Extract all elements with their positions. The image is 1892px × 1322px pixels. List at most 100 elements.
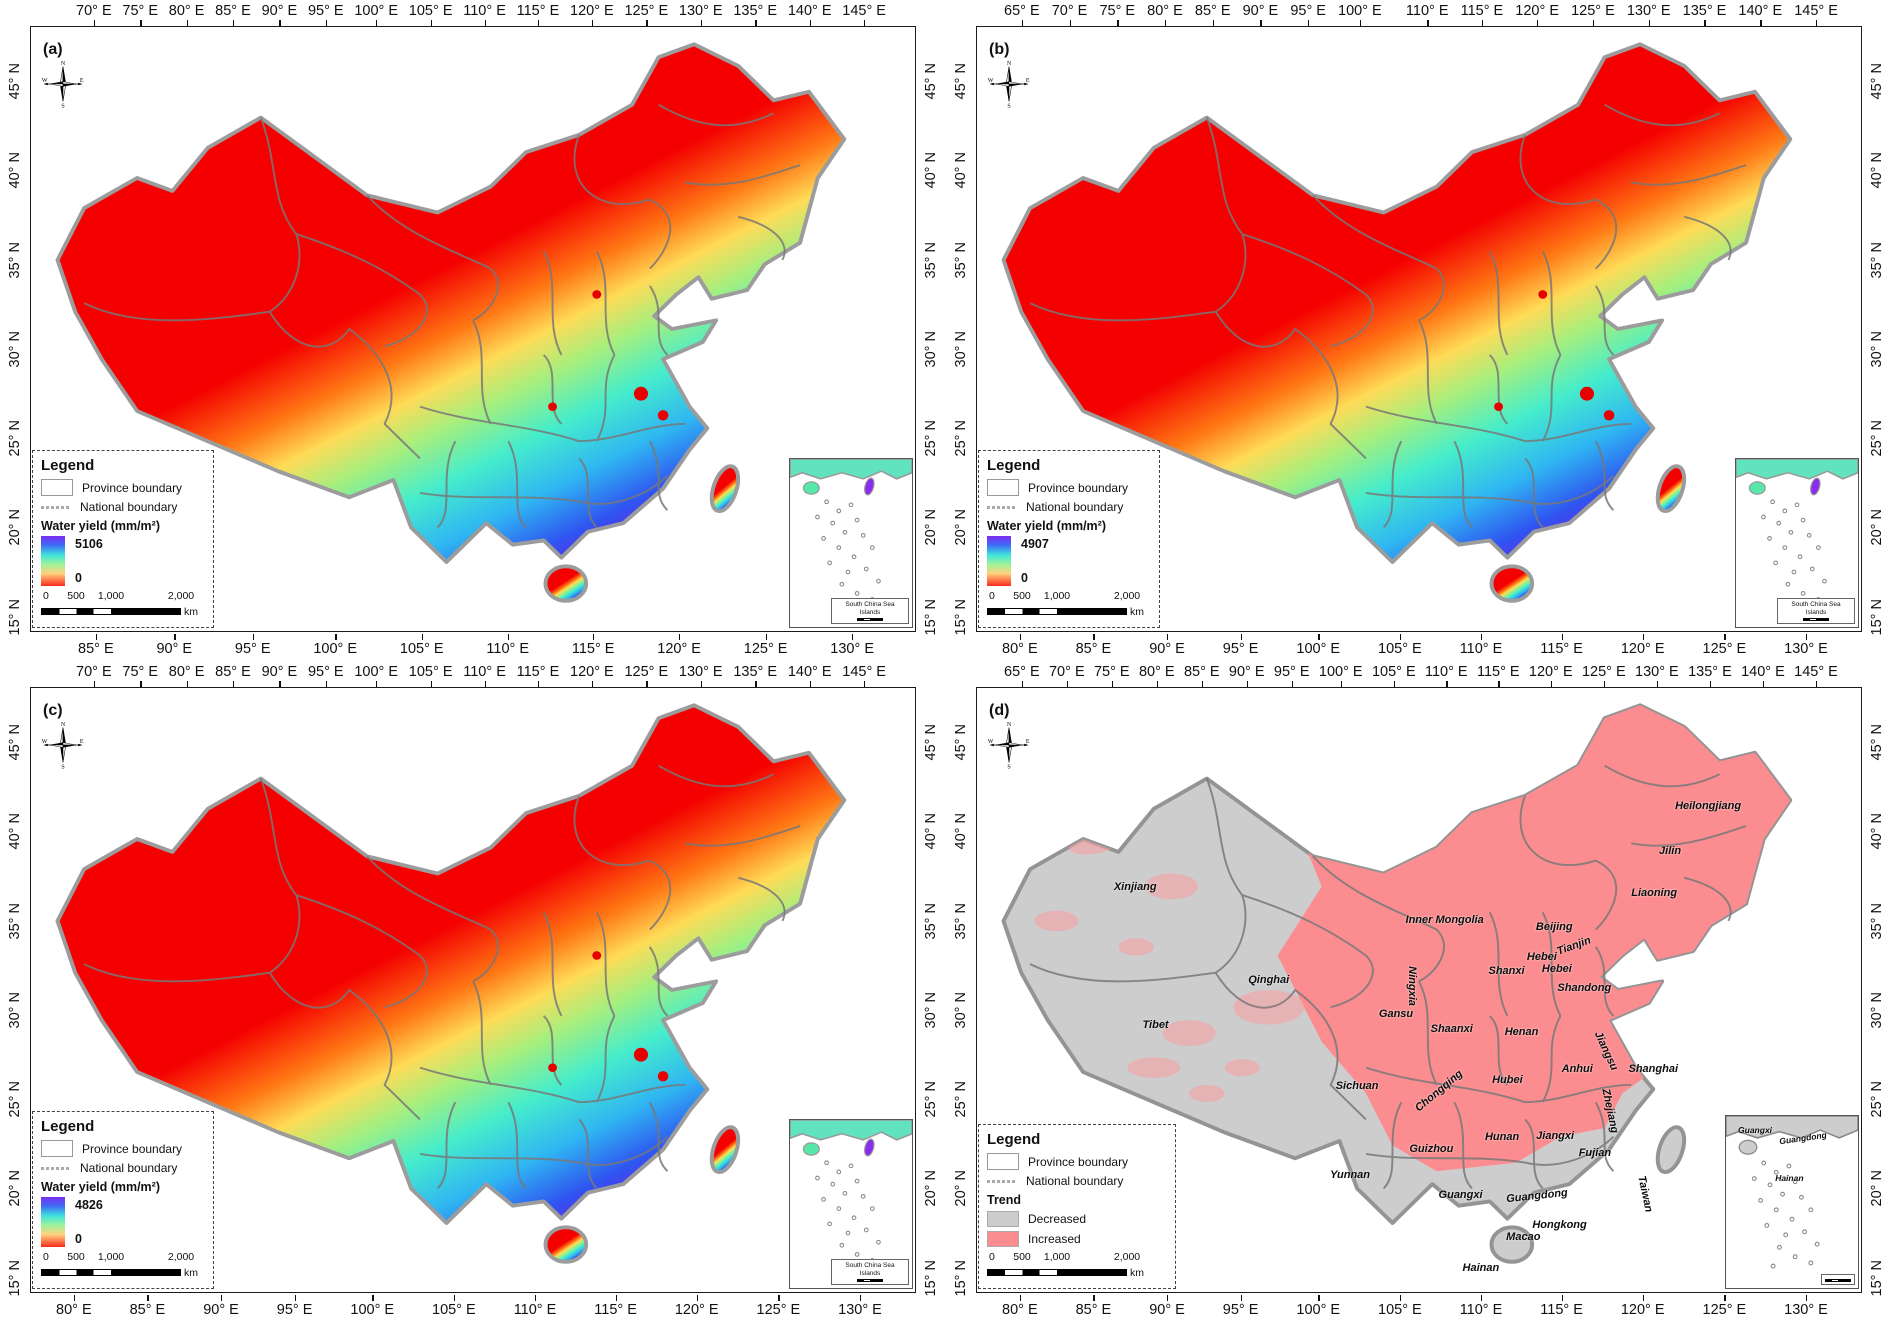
lon-tick-label: 100° E bbox=[1319, 664, 1363, 688]
lat-tick-label: 15° N bbox=[6, 1259, 23, 1296]
lon-tick-label: 120° E bbox=[570, 664, 614, 688]
lon-tick-label: 65° E bbox=[1004, 664, 1040, 688]
panel-letter: (c) bbox=[43, 702, 63, 719]
province-label-jilin: Jilin bbox=[1659, 845, 1682, 858]
province-label-guangxi: Guangxi bbox=[1438, 1188, 1483, 1201]
lat-tick-label: 25° N bbox=[922, 420, 939, 457]
lat-tick-label: 20° N bbox=[952, 509, 969, 546]
lon-tick-label: 140° E bbox=[1741, 664, 1785, 688]
lon-tick-label: 90° E bbox=[1229, 664, 1265, 688]
lon-tick-label: 90° E bbox=[1243, 3, 1278, 27]
lon-tick-label: 145° E bbox=[842, 664, 886, 688]
lon-tick-label: 120° E bbox=[657, 634, 701, 657]
lat-tick-label: 30° N bbox=[952, 991, 969, 1029]
map-frame-b: (b) N S W E L bbox=[976, 26, 1862, 632]
svg-text:W: W bbox=[988, 739, 994, 745]
lat-tick-label: 35° N bbox=[6, 902, 23, 939]
lon-tick-label: 115° E bbox=[517, 664, 559, 688]
national-boundary-swatch bbox=[987, 1179, 1017, 1183]
lon-tick-label: 105° E bbox=[409, 3, 453, 27]
province-label-tibet: Tibet bbox=[1142, 1019, 1169, 1032]
lon-tick-label: 80° E bbox=[1002, 634, 1038, 657]
province-label-tianjin: Tianjin bbox=[1555, 934, 1593, 958]
lon-tick-label: 120° E bbox=[1515, 3, 1559, 27]
panel-letter: (b) bbox=[989, 41, 1010, 58]
lon-tick-label: 120° E bbox=[675, 1295, 719, 1318]
lat-tick-label: 20° N bbox=[952, 1170, 969, 1207]
lon-tick-label: 115° E bbox=[1477, 664, 1520, 688]
lat-tick-label: 35° N bbox=[952, 241, 969, 278]
lat-tick-label: 45° N bbox=[6, 63, 23, 100]
lon-tick-label: 75° E bbox=[122, 3, 158, 27]
lat-tick-label: 15° N bbox=[952, 598, 969, 635]
axis-left-b: 45° N 40° N 35° N 30° N 25° N 20° N 15° N bbox=[946, 26, 976, 635]
province-label-hebei: Hebei bbox=[1526, 951, 1557, 964]
scalebar-label: 500 bbox=[67, 590, 85, 602]
scalebar-label: 2,000 bbox=[167, 590, 195, 602]
lat-tick-label: 30° N bbox=[952, 330, 969, 368]
province-label-zhejiang: Zhejiang bbox=[1599, 1087, 1621, 1135]
scalebar-bar bbox=[41, 608, 181, 616]
province-label-fujian: Fujian bbox=[1578, 1147, 1612, 1160]
province-label-heilongjiang: Heilongjiang bbox=[1675, 800, 1742, 813]
lat-tick-label: 20° N bbox=[922, 509, 939, 546]
lat-tick-label: 25° N bbox=[922, 1081, 939, 1118]
lon-tick-label: 90° E bbox=[1149, 1295, 1185, 1318]
lat-tick-label: 15° N bbox=[6, 598, 23, 635]
legend-title: Legend bbox=[41, 1118, 95, 1135]
svg-text:S: S bbox=[1007, 103, 1010, 109]
lon-tick-label: 80° E bbox=[169, 3, 204, 27]
water-yield-color-ramp bbox=[987, 536, 1011, 586]
province-label-shanxi: Shanxi bbox=[1488, 964, 1525, 977]
ramp-title: Water yield (mm/m²) bbox=[987, 519, 1107, 533]
lon-tick-label: 80° E bbox=[56, 1295, 92, 1318]
svg-text:W: W bbox=[988, 78, 994, 84]
lon-tick-label: 115° E bbox=[1461, 3, 1503, 27]
ramp-max: 5106 bbox=[75, 537, 103, 551]
lon-tick-label: 130° E bbox=[1635, 664, 1679, 688]
scalebar: 0 500 1,000 2,000 km bbox=[987, 1251, 1149, 1282]
province-label-jiangxi: Jiangxi bbox=[1536, 1129, 1575, 1142]
province-label-guizhou: Guizhou bbox=[1409, 1142, 1454, 1155]
axis-bottom-d: 80° E 85° E 90° E 95° E 100° E 105° E 110° E 11… bbox=[976, 1293, 1862, 1322]
lon-tick-label: 85° E bbox=[78, 634, 114, 657]
lat-tick-label: 45° N bbox=[6, 724, 23, 761]
legend-d: Legend Province boundary National bounda… bbox=[978, 1124, 1176, 1289]
lon-tick-label: 70° E bbox=[76, 3, 112, 27]
province-label-hubei: Hubei bbox=[1492, 1073, 1523, 1086]
lon-tick-label: 105° E bbox=[432, 1295, 476, 1318]
province-label-jiangsu: Jiangsu bbox=[1592, 1029, 1621, 1073]
north-arrow-icon: N S W E bbox=[42, 722, 84, 770]
south-china-sea-map bbox=[1726, 1116, 1858, 1269]
lon-tick-label: 105° E bbox=[1372, 664, 1416, 688]
svg-text:E: E bbox=[1026, 739, 1030, 745]
north-arrow-icon: N S W E bbox=[988, 722, 1030, 770]
province-boundary-swatch bbox=[41, 479, 73, 496]
axis-left-a: 45° N 40° N 35° N 30° N 25° N 20° N 15° N bbox=[0, 26, 30, 635]
lon-tick-label: 120° E bbox=[1621, 1295, 1665, 1318]
lon-tick-label: 70° E bbox=[1052, 3, 1087, 27]
legend-title: Legend bbox=[41, 457, 95, 474]
svg-text:S: S bbox=[1007, 764, 1010, 770]
province-label-sichuan: Sichuan bbox=[1335, 1080, 1379, 1093]
lat-tick-label: 30° N bbox=[6, 991, 23, 1029]
inset-scalebar bbox=[857, 618, 883, 621]
lon-tick-label: 115° E bbox=[1540, 634, 1583, 657]
lon-tick-label: 125° E bbox=[1582, 664, 1626, 688]
axis-right-b: 45° N 40° N 35° N 30° N 25° N 20° N 15° N bbox=[1862, 26, 1892, 635]
lon-tick-label: 100° E bbox=[1296, 1295, 1340, 1318]
decreased-swatch bbox=[987, 1211, 1019, 1227]
svg-text:W: W bbox=[42, 78, 48, 84]
axis-bottom-c: 80° E 85° E 90° E 95° E 100° E 105° E 110° E 11… bbox=[30, 1293, 916, 1322]
lat-tick-label: 35° N bbox=[1868, 241, 1885, 278]
south-china-sea-inset-a: South China Sea Islands bbox=[789, 458, 913, 628]
lat-tick-label: 15° N bbox=[922, 598, 939, 635]
scalebar-label: 1,000 bbox=[1043, 590, 1071, 602]
map-frame-a: (a) N S W E L bbox=[30, 26, 916, 632]
panel-a: 70° E 75° E 80° E 85° E 90° E 95° E 100° E 105°… bbox=[0, 0, 946, 661]
lon-tick-label: 110° E bbox=[463, 3, 506, 27]
svg-text:N: N bbox=[1007, 722, 1012, 728]
lon-tick-label: 85° E bbox=[1184, 664, 1220, 688]
lon-tick-label: 145° E bbox=[1794, 664, 1838, 688]
lon-tick-label: 90° E bbox=[262, 3, 297, 27]
